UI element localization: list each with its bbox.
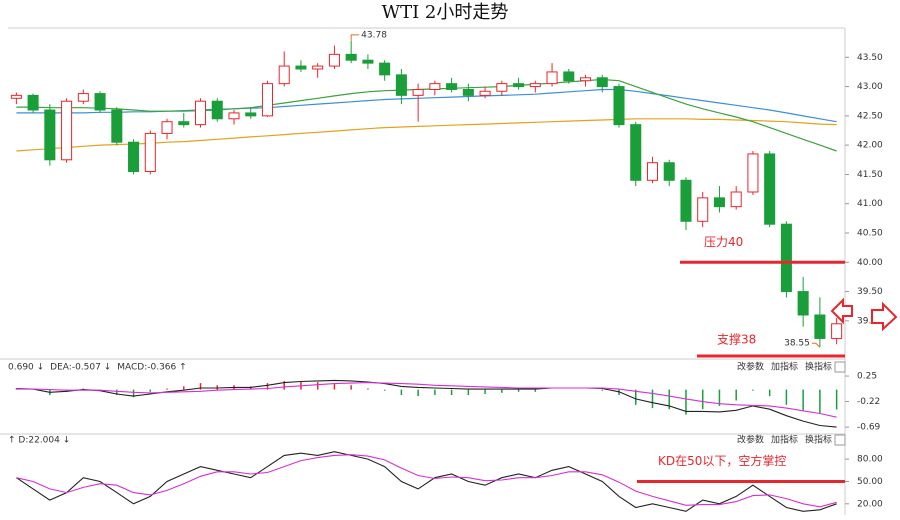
candle-body (646, 162, 659, 181)
arrow-icons (830, 297, 898, 332)
candle-body (663, 162, 675, 181)
candle-body (780, 223, 792, 293)
y-tick-label: 41.00 (857, 199, 883, 209)
line-series (16, 379, 837, 428)
high-label: 43.78 (361, 30, 387, 40)
y-tick-label: 43.50 (857, 53, 883, 63)
y-tick-label: 41.50 (857, 170, 883, 180)
candle-body (261, 83, 273, 117)
indicator-value: MACD:-0.366 ↑ (117, 363, 186, 373)
candle-body (697, 197, 709, 222)
candle-body (379, 62, 391, 76)
low-label: 38.55 (784, 339, 810, 349)
y-tick-label: -0.69 (857, 423, 881, 433)
candle-body (713, 197, 725, 208)
candle-body (429, 83, 441, 91)
indicator-value: 0.690 ↓ (8, 363, 44, 373)
candle-body (462, 89, 474, 96)
y-tick-label: 39.00 (857, 316, 883, 326)
y-tick-label: 20.00 (857, 499, 883, 509)
candle-body (764, 153, 776, 225)
candle-body (345, 53, 357, 61)
candle-body (613, 86, 625, 126)
y-tick-label: -0.22 (857, 397, 880, 407)
candle-body (831, 323, 843, 339)
indicator-value: DEA:-0.507 ↓ (50, 363, 111, 373)
candle-body (10, 94, 22, 99)
candle-body (412, 89, 424, 96)
candle-body (77, 93, 89, 102)
line-series (16, 454, 837, 508)
candle-body (747, 153, 759, 193)
candle-body (144, 132, 156, 173)
indicator-button[interactable]: 改参数 (737, 434, 764, 446)
candle-body (513, 83, 525, 88)
y-tick-label: 80.00 (857, 455, 883, 465)
support-label: 支撑38 (717, 332, 756, 347)
low-pointer (811, 342, 821, 348)
candle-body (44, 109, 56, 161)
y-tick-label: 40.50 (857, 229, 883, 239)
resistance-label: 压力40 (704, 235, 743, 249)
candle-body (529, 83, 541, 88)
candle-body (61, 100, 73, 161)
candle-body (328, 53, 340, 67)
indicator-button[interactable]: 换指标 (805, 361, 832, 373)
kd-annotation: KD在50以下，空方掌控 (658, 453, 786, 468)
candle-body (178, 121, 190, 126)
indicator-button[interactable]: 加指标 (771, 434, 798, 446)
candle-body (27, 94, 39, 111)
candle-body (546, 71, 558, 85)
y-tick-label: 0.25 (857, 372, 877, 382)
indicator-button[interactable]: 加指标 (771, 361, 798, 373)
candle-body (94, 93, 106, 111)
candle-body (596, 77, 608, 88)
candle-body (797, 291, 809, 316)
candle-body (128, 141, 140, 172)
candle-body (228, 112, 240, 120)
arrow-left (830, 297, 853, 325)
high-pointer (350, 34, 360, 41)
line-series (16, 382, 837, 418)
candle-body (395, 74, 407, 96)
candle-body (295, 65, 307, 70)
y-tick-label: 42.00 (857, 141, 883, 151)
candle-body (245, 112, 257, 117)
candle-body (111, 109, 123, 143)
candle-body (563, 71, 575, 82)
candle-body (680, 179, 692, 222)
candle-body (211, 100, 223, 120)
candle-body (580, 77, 592, 82)
candle-body (278, 65, 290, 85)
arrow-right (871, 301, 898, 332)
candle-body (446, 83, 458, 91)
y-tick-label: 40.00 (857, 258, 883, 268)
indicator-value: ↑ D:22.004 ↓ (8, 436, 70, 446)
candle-body (161, 121, 173, 134)
y-tick-label: 39.50 (857, 287, 883, 297)
candle-body (630, 124, 642, 181)
candle-body (479, 90, 491, 96)
chart-title: WTI 2小时走势 (382, 2, 509, 23)
candle-body (496, 83, 508, 92)
close-button[interactable] (834, 361, 846, 373)
indicator-button[interactable]: 改参数 (737, 361, 764, 373)
candle-body (362, 59, 374, 64)
close-button[interactable] (834, 434, 846, 446)
candle-body (730, 191, 742, 208)
candle-body (814, 314, 826, 339)
candle-body (194, 100, 207, 126)
y-tick-label: 50.00 (857, 477, 883, 487)
y-tick-label: 42.50 (857, 111, 883, 121)
line-series (16, 78, 837, 152)
indicator-button[interactable]: 换指标 (805, 434, 832, 446)
candle-body (312, 65, 324, 70)
y-tick-label: 43.00 (857, 82, 883, 92)
